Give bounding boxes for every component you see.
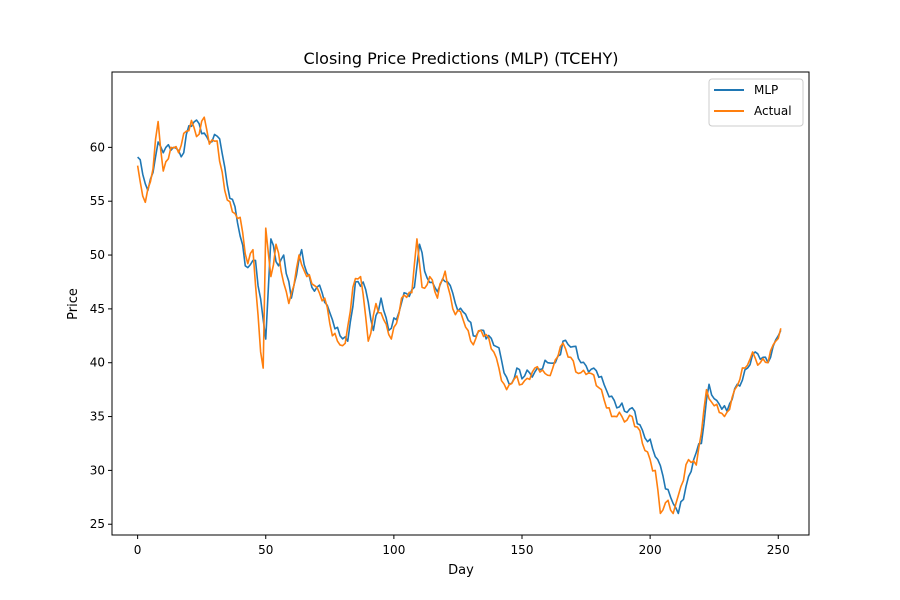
y-tick-label: 35 <box>90 410 105 424</box>
x-axis-label: Day <box>448 563 474 578</box>
x-tick-label: 250 <box>767 543 790 557</box>
x-tick-label: 150 <box>511 543 534 557</box>
y-tick-label: 40 <box>90 356 105 370</box>
y-tick-label: 50 <box>90 248 105 262</box>
x-tick-label: 0 <box>134 543 142 557</box>
x-tick-label: 200 <box>639 543 662 557</box>
x-tick-label: 50 <box>258 543 273 557</box>
y-tick-label: 60 <box>90 140 105 154</box>
y-tick-label: 25 <box>90 517 105 531</box>
plot-frame <box>111 71 810 536</box>
x-tick-label: 100 <box>382 543 405 557</box>
legend-label-actual: Actual <box>754 104 792 118</box>
series-line-actual <box>136 116 782 515</box>
x-axis: 0 50 100 150 200 250 <box>134 535 790 557</box>
y-tick-label: 55 <box>90 194 105 208</box>
series-layer <box>136 116 782 515</box>
y-tick-label: 30 <box>90 463 105 477</box>
plot-area <box>111 71 810 536</box>
legend-label-mlp: MLP <box>754 83 778 97</box>
legend: MLP Actual <box>708 78 804 127</box>
chart-title: Closing Price Predictions (MLP) (TCEHY) <box>304 49 619 68</box>
y-axis: 25 30 35 40 45 50 55 60 <box>90 140 112 531</box>
y-tick-label: 45 <box>90 302 105 316</box>
series-line-mlp <box>137 119 782 515</box>
y-axis-label: Price <box>66 288 81 320</box>
